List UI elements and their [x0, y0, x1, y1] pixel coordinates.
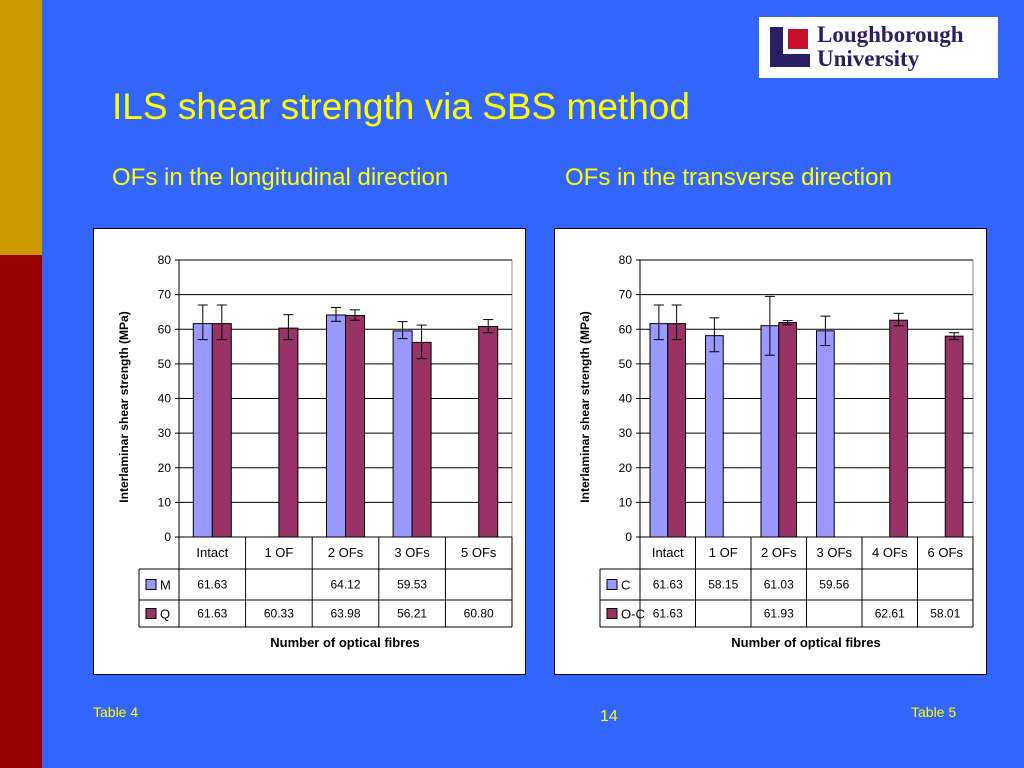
bar-c-1 — [704, 335, 724, 538]
data-label: 61.93 — [764, 607, 794, 621]
logo-line-1: Loughborough — [817, 22, 964, 47]
x-category-label: Intact — [196, 545, 228, 560]
chart-panel-transverse: 0 10 20 30 40 50 60 70 80 Intact 1 OF 2 OFs 3 OFs 4 O… — [554, 228, 987, 675]
y-tick-label: 10 — [158, 495, 172, 509]
footnote-table-4: Table 4 — [93, 704, 139, 720]
legend-label-o-c: O-C — [621, 607, 645, 622]
data-label: 59.56 — [819, 578, 849, 592]
data-label: 56.21 — [397, 607, 427, 621]
x-category-label: 2 OFs — [328, 545, 364, 560]
bar-q-1 — [278, 327, 299, 538]
data-label: 61.03 — [764, 578, 794, 592]
legend-swatch-q — [145, 608, 157, 619]
data-label: 61.63 — [197, 607, 227, 621]
bar-m-0 — [192, 323, 213, 538]
bar-c-0 — [649, 323, 669, 538]
y-tick-label: 80 — [619, 253, 633, 267]
y-tick-label: 70 — [619, 288, 633, 302]
y-tick-label: 30 — [158, 426, 172, 440]
y-tick-label: 50 — [619, 357, 633, 371]
data-label: 60.33 — [264, 607, 294, 621]
bar-q-0 — [211, 323, 232, 538]
x-axis-title: Number of optical fibres — [731, 635, 881, 650]
y-tick-label: 50 — [158, 357, 172, 371]
legend-label-c: C — [621, 578, 630, 593]
footnote-table-5: Table 5 — [911, 704, 957, 720]
y-tick-label: 40 — [158, 392, 172, 406]
logo-mark-icon — [770, 27, 810, 67]
x-category-label: Intact — [652, 545, 684, 560]
bar-q-4 — [478, 325, 499, 538]
subtitle-transverse: OFs in the transverse direction — [565, 164, 892, 191]
red-side-stripe — [0, 255, 42, 768]
x-category-label: 4 OFs — [872, 545, 908, 560]
x-category-label: 5 OFs — [461, 545, 497, 560]
legend-swatch-m — [145, 579, 157, 590]
x-category-label: 6 OFs — [928, 545, 964, 560]
y-tick-label: 60 — [619, 322, 633, 336]
bar-chart-0: 0 10 20 30 40 50 60 70 80 Intact 1 OF 2 OFs 3 OFs 5 O… — [117, 253, 513, 650]
data-label: 62.61 — [875, 607, 905, 621]
x-axis-title: Number of optical fibres — [270, 635, 420, 650]
slide-title: ILS shear strength via SBS method — [112, 86, 690, 127]
university-logo: Loughborough University — [759, 17, 998, 78]
bar-c-3 — [815, 330, 835, 538]
bar-chart-1: 0 10 20 30 40 50 60 70 80 Intact 1 OF 2 OFs 3 OFs 4 O… — [578, 253, 974, 650]
y-axis-title: Interlaminar shear strength (MPa) — [578, 311, 592, 502]
data-label: 61.63 — [197, 578, 227, 592]
data-label: 59.53 — [397, 578, 427, 592]
y-tick-label: 60 — [158, 322, 172, 336]
y-tick-label: 70 — [158, 288, 172, 302]
y-tick-label: 30 — [619, 426, 633, 440]
y-tick-label: 10 — [619, 495, 633, 509]
bar-o-c-5 — [944, 335, 964, 538]
data-label: 58.15 — [708, 578, 738, 592]
chart-panel-longitudinal: 0 10 20 30 40 50 60 70 80 Intact 1 OF 2 OFs 3 OFs 5 O… — [93, 228, 526, 675]
bar-o-c-2 — [778, 322, 798, 538]
data-label: 64.12 — [330, 578, 360, 592]
x-category-label: 3 OFs — [394, 545, 430, 560]
subtitle-longitudinal: OFs in the longitudinal direction — [112, 164, 449, 191]
data-label: 58.01 — [930, 607, 960, 621]
data-label: 61.63 — [653, 607, 683, 621]
y-tick-label: 20 — [158, 461, 172, 475]
data-label: 60.80 — [464, 607, 494, 621]
legend-swatch-c — [606, 579, 618, 590]
x-category-label: 1 OF — [709, 545, 738, 560]
bar-c-2 — [760, 325, 780, 538]
data-label: 61.63 — [653, 578, 683, 592]
y-tick-label: 0 — [625, 530, 632, 544]
y-tick-label: 20 — [619, 461, 633, 475]
y-axis-title: Interlaminar shear strength (MPa) — [117, 311, 131, 502]
logo-text: Loughborough University — [817, 23, 964, 71]
data-label: 63.98 — [330, 607, 360, 621]
y-tick-label: 40 — [619, 392, 633, 406]
bar-o-c-0 — [667, 323, 687, 538]
x-category-label: 3 OFs — [817, 545, 853, 560]
legend-swatch-o-c — [606, 608, 618, 619]
bar-q-2 — [345, 314, 365, 538]
logo-line-2: University — [817, 46, 920, 71]
x-category-label: 2 OFs — [761, 545, 797, 560]
legend-label-m: M — [160, 578, 171, 593]
y-tick-label: 80 — [158, 253, 172, 267]
x-category-label: 1 OF — [264, 545, 293, 560]
bar-o-c-4 — [889, 319, 909, 538]
y-tick-label: 0 — [164, 530, 171, 544]
page-number: 14 — [600, 708, 618, 725]
bar-m-3 — [392, 330, 413, 538]
legend-label-q: Q — [160, 607, 170, 622]
gold-side-stripe — [0, 0, 42, 255]
bar-m-2 — [326, 314, 346, 538]
bar-q-3 — [411, 341, 432, 538]
